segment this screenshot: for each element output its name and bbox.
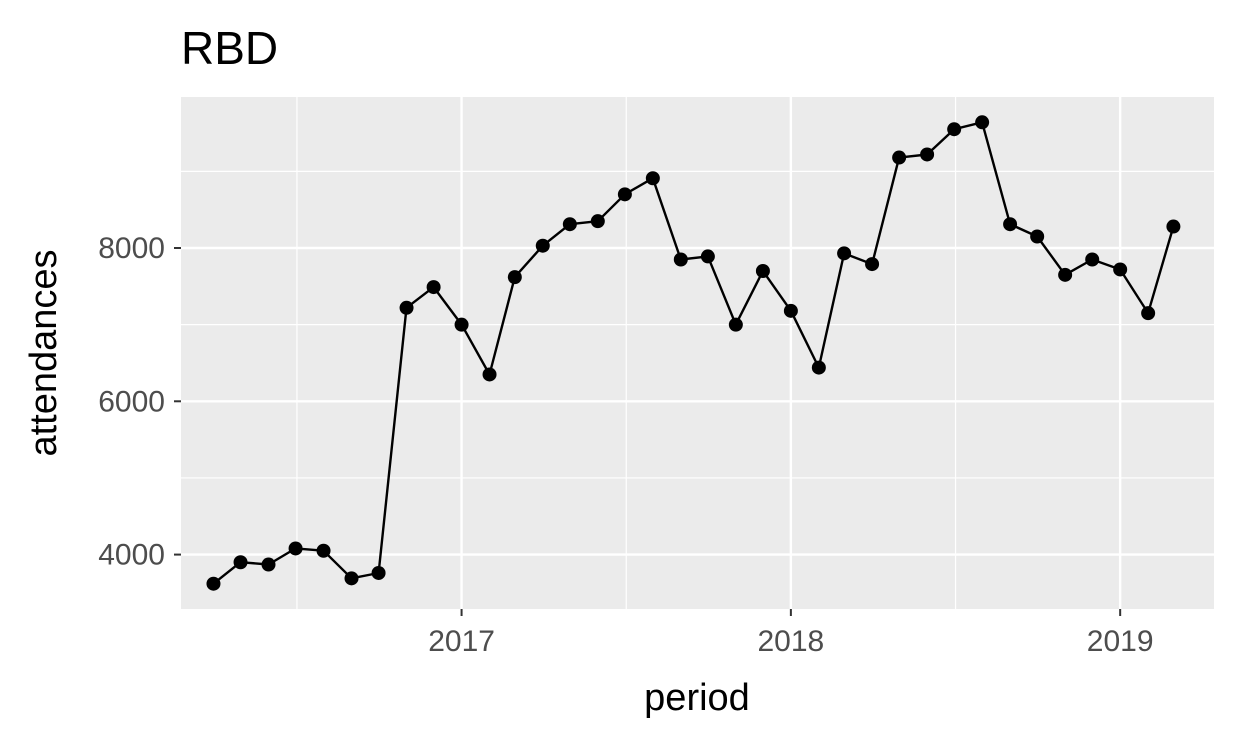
data-point [371, 565, 386, 580]
data-point [1003, 217, 1018, 232]
x-tick-label: 2017 [428, 625, 495, 658]
data-point [288, 541, 303, 556]
major-gridlines [181, 97, 1214, 609]
x-axis-title: period [644, 677, 750, 719]
y-tick-label: 6000 [98, 385, 165, 418]
data-point [947, 122, 962, 137]
data-point [837, 246, 852, 261]
series-layer [206, 115, 1181, 591]
data-point [316, 543, 331, 558]
x-tick-label: 2018 [758, 625, 825, 658]
x-tick-label: 2019 [1087, 625, 1154, 658]
data-point [1030, 229, 1045, 244]
data-point [426, 280, 441, 295]
data-point [233, 555, 248, 570]
data-point [206, 576, 221, 591]
data-point [865, 257, 880, 272]
minor-gridlines [181, 97, 1214, 609]
data-point [261, 557, 276, 572]
data-point [562, 217, 577, 232]
data-point [1166, 219, 1181, 234]
data-point [507, 270, 522, 285]
data-point [755, 263, 770, 278]
data-point [783, 303, 798, 318]
data-point [1085, 252, 1100, 267]
plot-panel [181, 97, 1214, 609]
data-point [645, 171, 660, 186]
data-point [482, 367, 497, 382]
data-point [399, 300, 414, 315]
data-point [617, 187, 632, 202]
data-point [811, 360, 826, 375]
data-point [590, 214, 605, 229]
data-point [1141, 306, 1156, 321]
data-point [728, 317, 743, 332]
data-point [920, 147, 935, 162]
data-point [1058, 267, 1073, 282]
data-point [700, 249, 715, 264]
data-point [454, 317, 469, 332]
y-tick-label: 8000 [98, 232, 165, 265]
data-point [673, 252, 688, 267]
data-point [975, 115, 990, 130]
data-point [892, 150, 907, 165]
y-tick-label: 4000 [98, 539, 165, 572]
data-point [1113, 262, 1128, 277]
data-point [344, 571, 359, 586]
y-axis-title: attendances [23, 249, 65, 456]
y-axis: 4000 6000 8000 [98, 232, 181, 572]
data-point [535, 238, 550, 253]
chart-title: RBD [181, 22, 278, 74]
x-axis: 2017 2018 2019 [428, 609, 1154, 658]
